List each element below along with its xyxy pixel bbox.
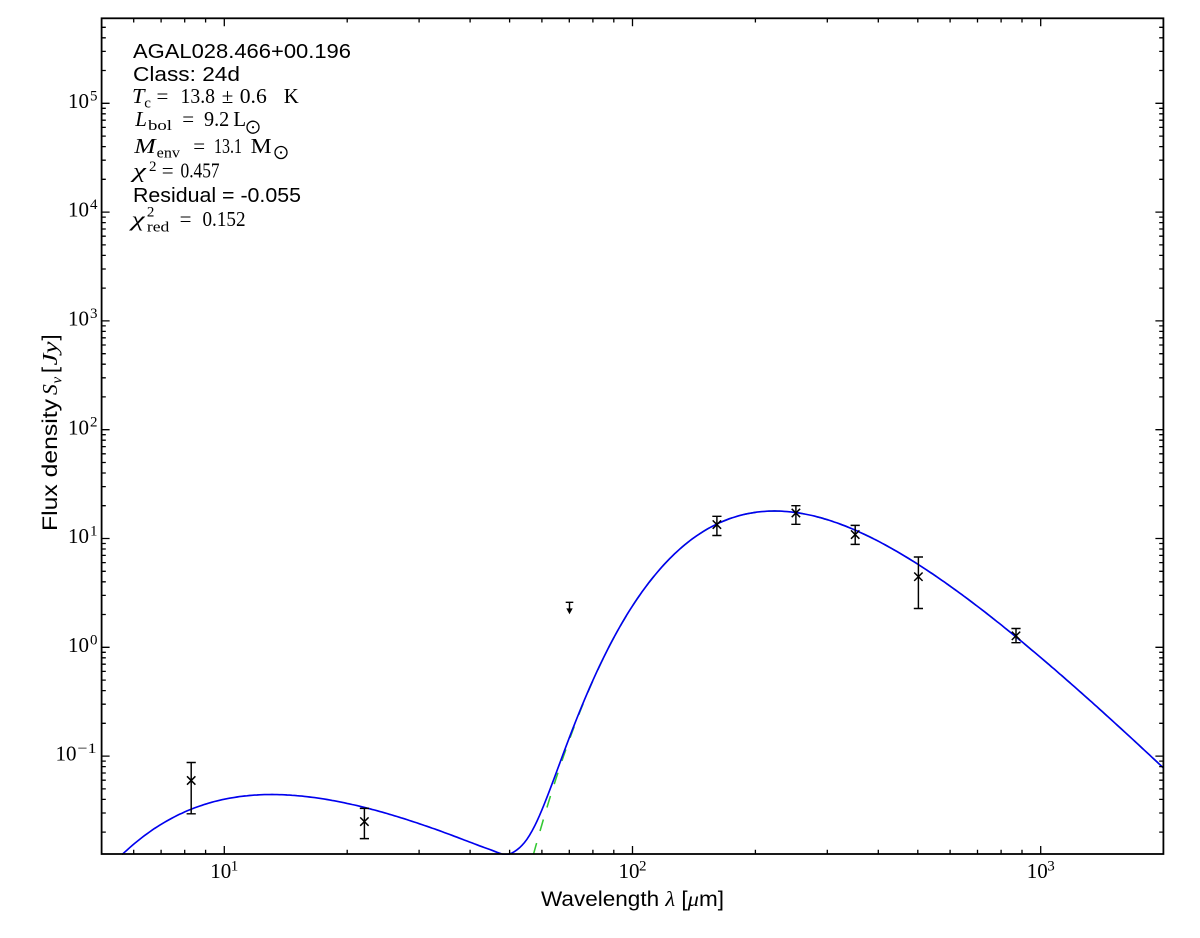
svg-text:K: K — [284, 84, 299, 108]
svg-text:red: red — [147, 220, 170, 236]
svg-text:10: 10 — [68, 307, 89, 331]
svg-text:10: 10 — [68, 89, 89, 113]
svg-text:0.152: 0.152 — [203, 207, 246, 231]
svg-text:T: T — [132, 84, 146, 108]
svg-text:9.2: 9.2 — [204, 107, 229, 131]
svg-text:2: 2 — [147, 204, 155, 220]
svg-text:c: c — [144, 95, 151, 111]
svg-text:2: 2 — [90, 415, 98, 431]
svg-text:ν: ν — [50, 377, 66, 384]
svg-text:=: = — [193, 134, 205, 158]
svg-text:0.457: 0.457 — [181, 159, 220, 183]
svg-text:=: = — [180, 207, 192, 231]
svg-text:χ: χ — [129, 207, 146, 231]
svg-text:13.8: 13.8 — [181, 84, 216, 108]
svg-text:M: M — [251, 134, 272, 158]
svg-text:Jy: Jy — [38, 341, 62, 366]
svg-text:[: [ — [37, 367, 62, 373]
svg-text:−1: −1 — [78, 741, 97, 757]
svg-text:Wavelength λ [μm]: Wavelength λ [μm] — [541, 886, 724, 911]
svg-text:10: 10 — [68, 524, 89, 548]
svg-text:env: env — [157, 146, 181, 162]
svg-text:5: 5 — [90, 88, 98, 104]
svg-text:0: 0 — [90, 632, 98, 648]
svg-text:=: = — [182, 107, 194, 131]
svg-text:10: 10 — [56, 742, 77, 766]
svg-text:10: 10 — [210, 859, 231, 883]
svg-text:13.1: 13.1 — [214, 134, 242, 158]
svg-text:Class: 24d: Class: 24d — [133, 64, 240, 86]
svg-text:3: 3 — [90, 306, 98, 322]
svg-text:10: 10 — [68, 415, 89, 439]
svg-text:S: S — [38, 384, 62, 395]
svg-text:4: 4 — [90, 197, 98, 213]
svg-text:Residual = -0.055: Residual = -0.055 — [133, 185, 301, 207]
svg-text:1: 1 — [231, 858, 239, 874]
svg-text:10: 10 — [1027, 859, 1048, 883]
svg-text:2: 2 — [639, 858, 647, 874]
svg-text:3: 3 — [1047, 858, 1055, 874]
svg-text:=: = — [162, 159, 174, 183]
svg-text:1: 1 — [90, 524, 98, 540]
svg-text:bol: bol — [148, 118, 172, 134]
svg-text:10: 10 — [68, 198, 89, 222]
svg-text:L: L — [134, 107, 147, 131]
svg-text:L: L — [233, 107, 246, 131]
svg-text:10: 10 — [68, 633, 89, 657]
svg-text:0.6: 0.6 — [240, 84, 267, 108]
svg-text:χ: χ — [130, 159, 147, 183]
svg-text:M: M — [133, 134, 157, 158]
svg-text:2: 2 — [149, 159, 157, 175]
svg-text:AGAL028.466+00.196: AGAL028.466+00.196 — [133, 41, 351, 63]
svg-text:=: = — [157, 84, 169, 108]
svg-text:10: 10 — [619, 859, 640, 883]
svg-text:]: ] — [37, 335, 62, 341]
svg-text:±: ± — [222, 84, 234, 108]
svg-text:Flux density: Flux density — [37, 399, 62, 531]
